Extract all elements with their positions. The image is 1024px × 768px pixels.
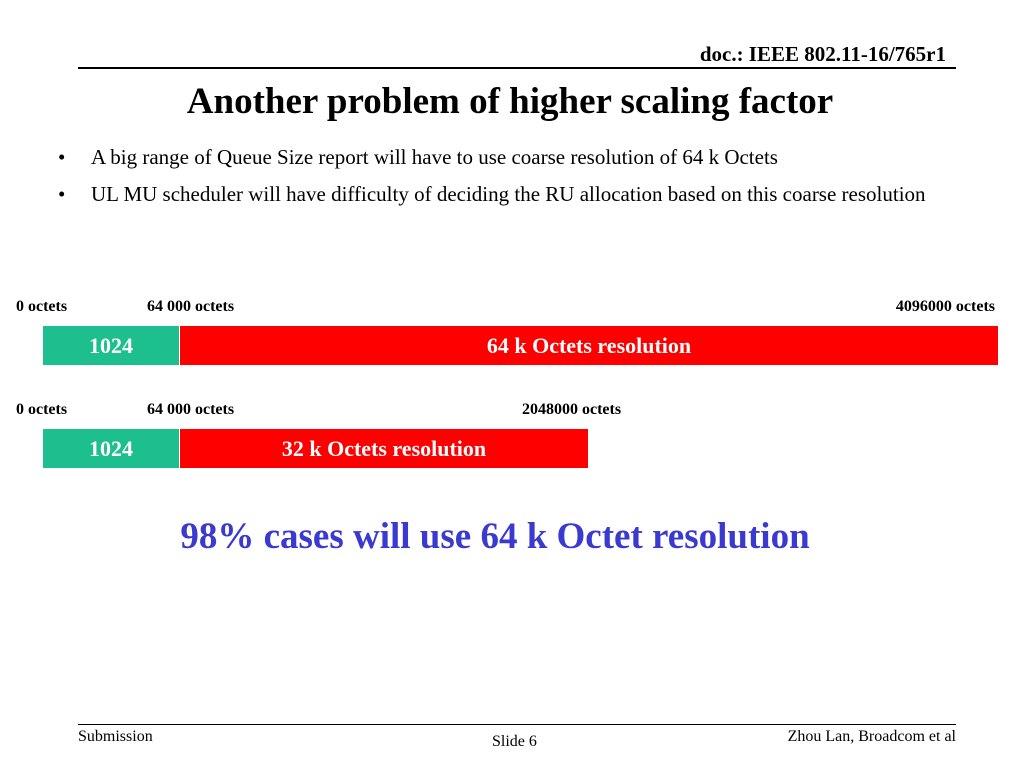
bullet-item: • UL MU scheduler will have difficulty o… — [58, 179, 962, 210]
footer-submission: Submission — [78, 728, 153, 745]
footer-slide-number: Slide 6 — [492, 733, 537, 750]
bullet-list: • A big range of Queue Size report will … — [58, 142, 962, 216]
scale1-teal-segment: 1024 — [43, 326, 179, 365]
scale1-end-label: 4096000 octets — [895, 298, 995, 315]
scale2-teal-label: 1024 — [89, 435, 133, 461]
scale2-mid-label: 64 000 octets — [147, 401, 235, 418]
scale1-mid-label: 64 000 octets — [147, 298, 235, 315]
bullet-item: • A big range of Queue Size report will … — [58, 142, 962, 173]
scale2-red-segment: 32 k Octets resolution — [180, 429, 588, 468]
doc-id: doc.: IEEE 802.11-16/765r1 — [699, 42, 946, 66]
bullet-dot-icon: • — [58, 182, 66, 206]
conclusion-text: 98% cases will use 64 k Octet resolution — [180, 516, 810, 557]
bullet-text: UL MU scheduler will have difficulty of … — [91, 182, 926, 206]
header-divider — [78, 67, 956, 69]
scale2-teal-segment: 1024 — [43, 429, 179, 468]
scale1-red-label: 64 k Octets resolution — [486, 332, 692, 358]
scale2-start-label: 0 octets — [16, 401, 68, 418]
scale1-red-segment: 64 k Octets resolution — [180, 326, 998, 365]
scale1-teal-label: 1024 — [89, 332, 133, 358]
footer-author: Zhou Lan, Broadcom et al — [787, 728, 956, 745]
scale2-end-label: 2048000 octets — [522, 401, 622, 418]
footer-divider — [78, 724, 956, 725]
scale2-red-label: 32 k Octets resolution — [281, 435, 487, 461]
bullet-text: A big range of Queue Size report will ha… — [91, 145, 778, 169]
bullet-dot-icon: • — [58, 145, 66, 169]
slide-title: Another problem of higher scaling factor — [186, 81, 834, 122]
scale1-start-label: 0 octets — [16, 298, 68, 315]
